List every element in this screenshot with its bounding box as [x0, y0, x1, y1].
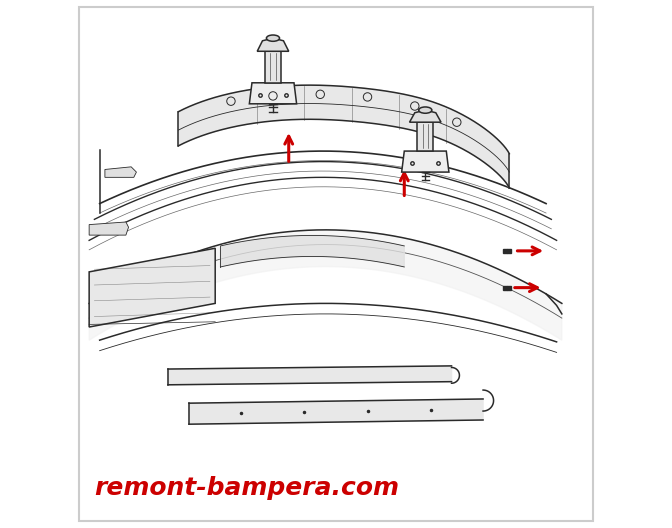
Polygon shape — [89, 222, 128, 235]
Polygon shape — [179, 85, 509, 188]
Polygon shape — [257, 38, 289, 51]
Bar — [417, 122, 433, 151]
Polygon shape — [105, 167, 136, 177]
Polygon shape — [249, 83, 296, 104]
Polygon shape — [402, 151, 449, 172]
Bar — [265, 51, 281, 83]
Polygon shape — [189, 399, 483, 424]
Polygon shape — [409, 110, 441, 122]
Polygon shape — [89, 230, 562, 340]
Ellipse shape — [266, 35, 280, 41]
Polygon shape — [220, 235, 405, 267]
Polygon shape — [89, 248, 215, 327]
Polygon shape — [168, 366, 452, 385]
Ellipse shape — [419, 107, 432, 114]
Text: remont-bampera.com: remont-bampera.com — [94, 476, 399, 500]
